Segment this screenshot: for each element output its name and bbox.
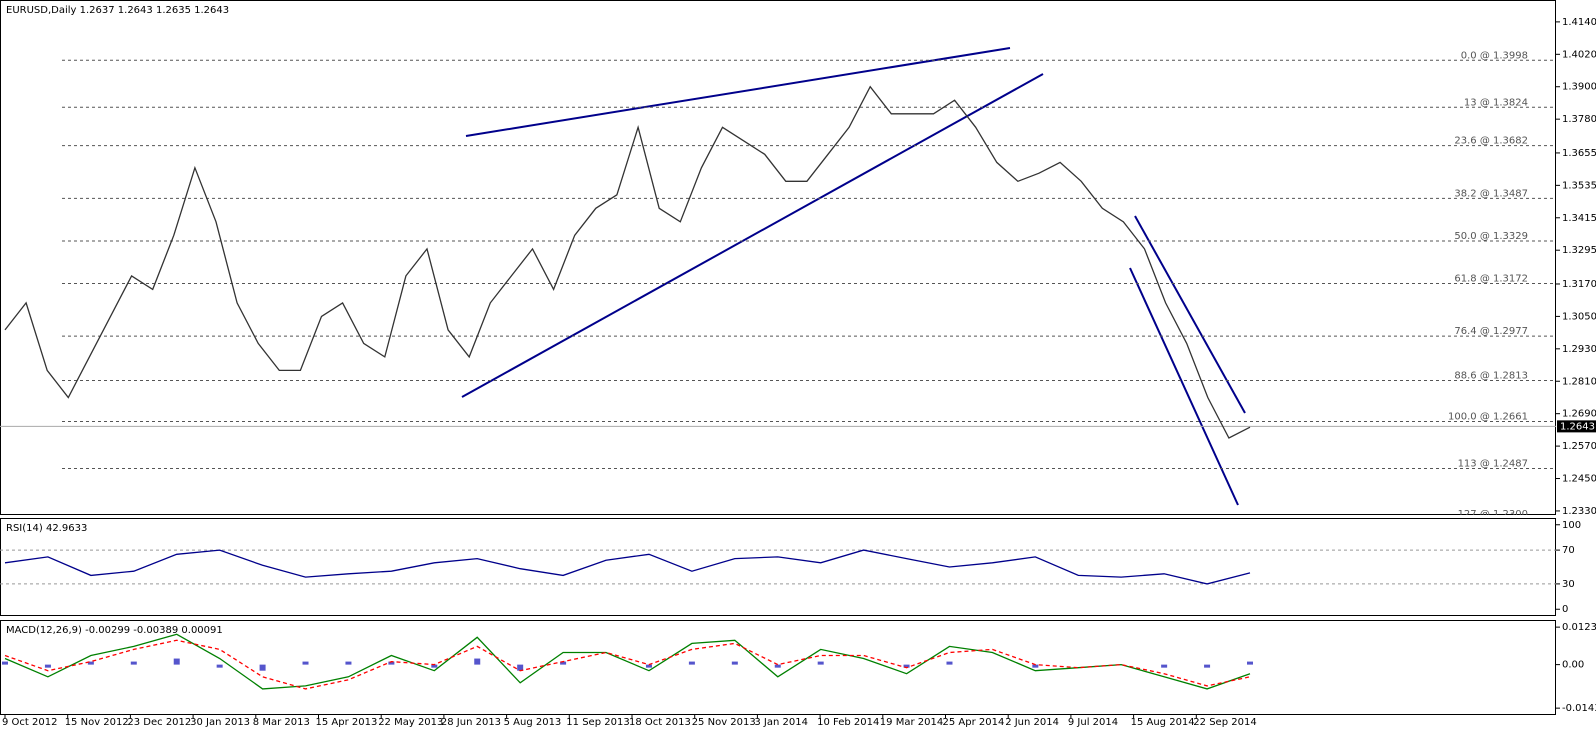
histogram-bar xyxy=(474,658,481,665)
fib-label: 0.0 @ 1.3998 xyxy=(1461,50,1528,61)
histogram-bar xyxy=(1161,664,1168,668)
trend-line xyxy=(1129,267,1239,506)
y-tick-label: 1.3170 xyxy=(1562,279,1596,290)
x-tick-label: 10 Feb 2014 xyxy=(817,717,879,728)
y-tick-label: 100 xyxy=(1562,520,1581,531)
histogram-bar xyxy=(173,658,180,665)
x-tick-label: 22 Sep 2014 xyxy=(1193,717,1256,728)
histogram-bar xyxy=(946,661,953,665)
fib-label: 50.0 @ 1.3329 xyxy=(1454,231,1528,242)
histogram-bar xyxy=(1204,664,1211,668)
histogram-bar xyxy=(774,664,781,668)
fib-label: 61.8 @ 1.3172 xyxy=(1454,273,1528,284)
y-tick-label: 1.3050 xyxy=(1562,311,1596,322)
histogram-bar xyxy=(731,661,738,665)
histogram-bar xyxy=(645,664,652,668)
histogram-bar xyxy=(87,661,94,665)
histogram-bar xyxy=(1032,664,1039,668)
histogram-bar xyxy=(259,664,266,671)
trend-line xyxy=(465,47,1011,137)
fib-label: 38.2 @ 1.3487 xyxy=(1454,188,1528,199)
histogram-bar xyxy=(903,664,910,668)
y-tick-label: 1.2810 xyxy=(1562,376,1596,387)
fib-label: 88.6 @ 1.2813 xyxy=(1454,370,1528,381)
y-tick-label: 1.4140 xyxy=(1562,17,1596,28)
series-line xyxy=(4,633,1251,690)
y-tick-label: 1.2450 xyxy=(1562,474,1596,485)
x-tick-label: 28 Jun 2013 xyxy=(441,717,501,728)
panel-title: EURUSD,Daily 1.2637 1.2643 1.2635 1.2643 xyxy=(6,5,229,16)
y-tick-label: 0.00 xyxy=(1562,660,1584,671)
y-tick-label: 0.01235 xyxy=(1562,622,1596,633)
x-tick-label: 3 Jan 2014 xyxy=(754,717,808,728)
histogram-bar xyxy=(1247,661,1253,665)
x-tick-label: 15 Aug 2014 xyxy=(1131,717,1195,728)
fib-label: 113 @ 1.2487 xyxy=(1458,459,1528,470)
histogram-bar xyxy=(517,664,524,671)
y-tick-label: 1.2930 xyxy=(1562,344,1596,355)
y-tick-label: 1.3780 xyxy=(1562,114,1596,125)
histogram-bar xyxy=(2,661,8,665)
histogram-bar xyxy=(431,664,438,668)
histogram-bar xyxy=(216,664,223,668)
last-price-label: 1.2643 xyxy=(1560,421,1595,432)
x-tick-label: 25 Apr 2014 xyxy=(943,717,1005,728)
y-tick-label: 30 xyxy=(1562,579,1575,590)
y-tick-label: 70 xyxy=(1562,545,1575,556)
panel-title: RSI(14) 42.9633 xyxy=(6,523,87,534)
trend-lines xyxy=(461,47,1246,506)
histogram-bar xyxy=(388,661,395,665)
panel-frame xyxy=(0,620,1556,715)
x-tick-label: 25 Nov 2013 xyxy=(692,717,756,728)
x-tick-label: 19 Mar 2014 xyxy=(880,717,943,728)
histogram-bar xyxy=(688,661,695,665)
x-tick-label: 9 Jul 2014 xyxy=(1068,717,1118,728)
y-tick-label: 1.2330 xyxy=(1562,506,1596,517)
x-tick-label: 11 Sep 2013 xyxy=(566,717,629,728)
price-line xyxy=(4,549,1251,585)
fib-label: 13 @ 1.3824 xyxy=(1464,97,1528,108)
y-tick-label: 1.4020 xyxy=(1562,49,1596,60)
histogram-bar xyxy=(302,661,309,665)
x-tick-label: 30 Jan 2013 xyxy=(190,717,250,728)
histogram-bar xyxy=(44,664,51,668)
y-tick-label: 1.3415 xyxy=(1562,213,1596,224)
y-tick-label: 1.2570 xyxy=(1562,441,1596,452)
panel-title: MACD(12,26,9) -0.00299 -0.00389 0.00091 xyxy=(6,625,223,636)
x-tick-label: 18 Oct 2013 xyxy=(629,717,691,728)
x-tick-label: 2 Jun 2014 xyxy=(1005,717,1059,728)
x-tick-label: 15 Apr 2013 xyxy=(316,717,378,728)
y-tick-label: 1.3900 xyxy=(1562,82,1596,93)
price-line xyxy=(4,85,1251,439)
y-tick-label: 1.3295 xyxy=(1562,245,1596,256)
x-tick-label: 5 Aug 2013 xyxy=(504,717,562,728)
histogram-bar xyxy=(130,661,137,665)
fib-label: 23.6 @ 1.3682 xyxy=(1454,136,1528,147)
x-tick-label: 15 Nov 2012 xyxy=(65,717,129,728)
histogram-bar xyxy=(817,661,824,665)
plot: 0.0 @ 1.3998 13 @ 1.3824 23.6 @ 1.3682 38.2… xyxy=(62,50,1556,520)
y-tick-label: 1.2690 xyxy=(1562,409,1596,420)
last-price-box xyxy=(1557,420,1596,433)
panel-frame xyxy=(0,518,1556,616)
x-tick-label: 8 Mar 2013 xyxy=(253,717,310,728)
y-tick-label: 1.3655 xyxy=(1562,148,1596,159)
fib-label: 76.4 @ 1.2977 xyxy=(1454,326,1528,337)
panel-frame xyxy=(0,0,1556,515)
fib-label: 127 @ 1.2300 xyxy=(1458,509,1528,520)
y-tick-label: -0.01434 xyxy=(1562,703,1596,714)
fib-label: 100.0 @ 1.2661 xyxy=(1448,412,1528,423)
series-line xyxy=(4,639,1251,690)
x-tick-label: 9 Oct 2012 xyxy=(2,717,57,728)
y-tick-label: 0 xyxy=(1562,604,1568,615)
x-tick-label: 22 May 2013 xyxy=(378,717,443,728)
histogram-bar xyxy=(345,661,352,665)
y-tick-label: 1.3535 xyxy=(1562,180,1596,191)
histogram-bar xyxy=(560,661,567,665)
trend-line xyxy=(461,73,1044,398)
x-tick-label: 23 Dec 2012 xyxy=(127,717,191,728)
